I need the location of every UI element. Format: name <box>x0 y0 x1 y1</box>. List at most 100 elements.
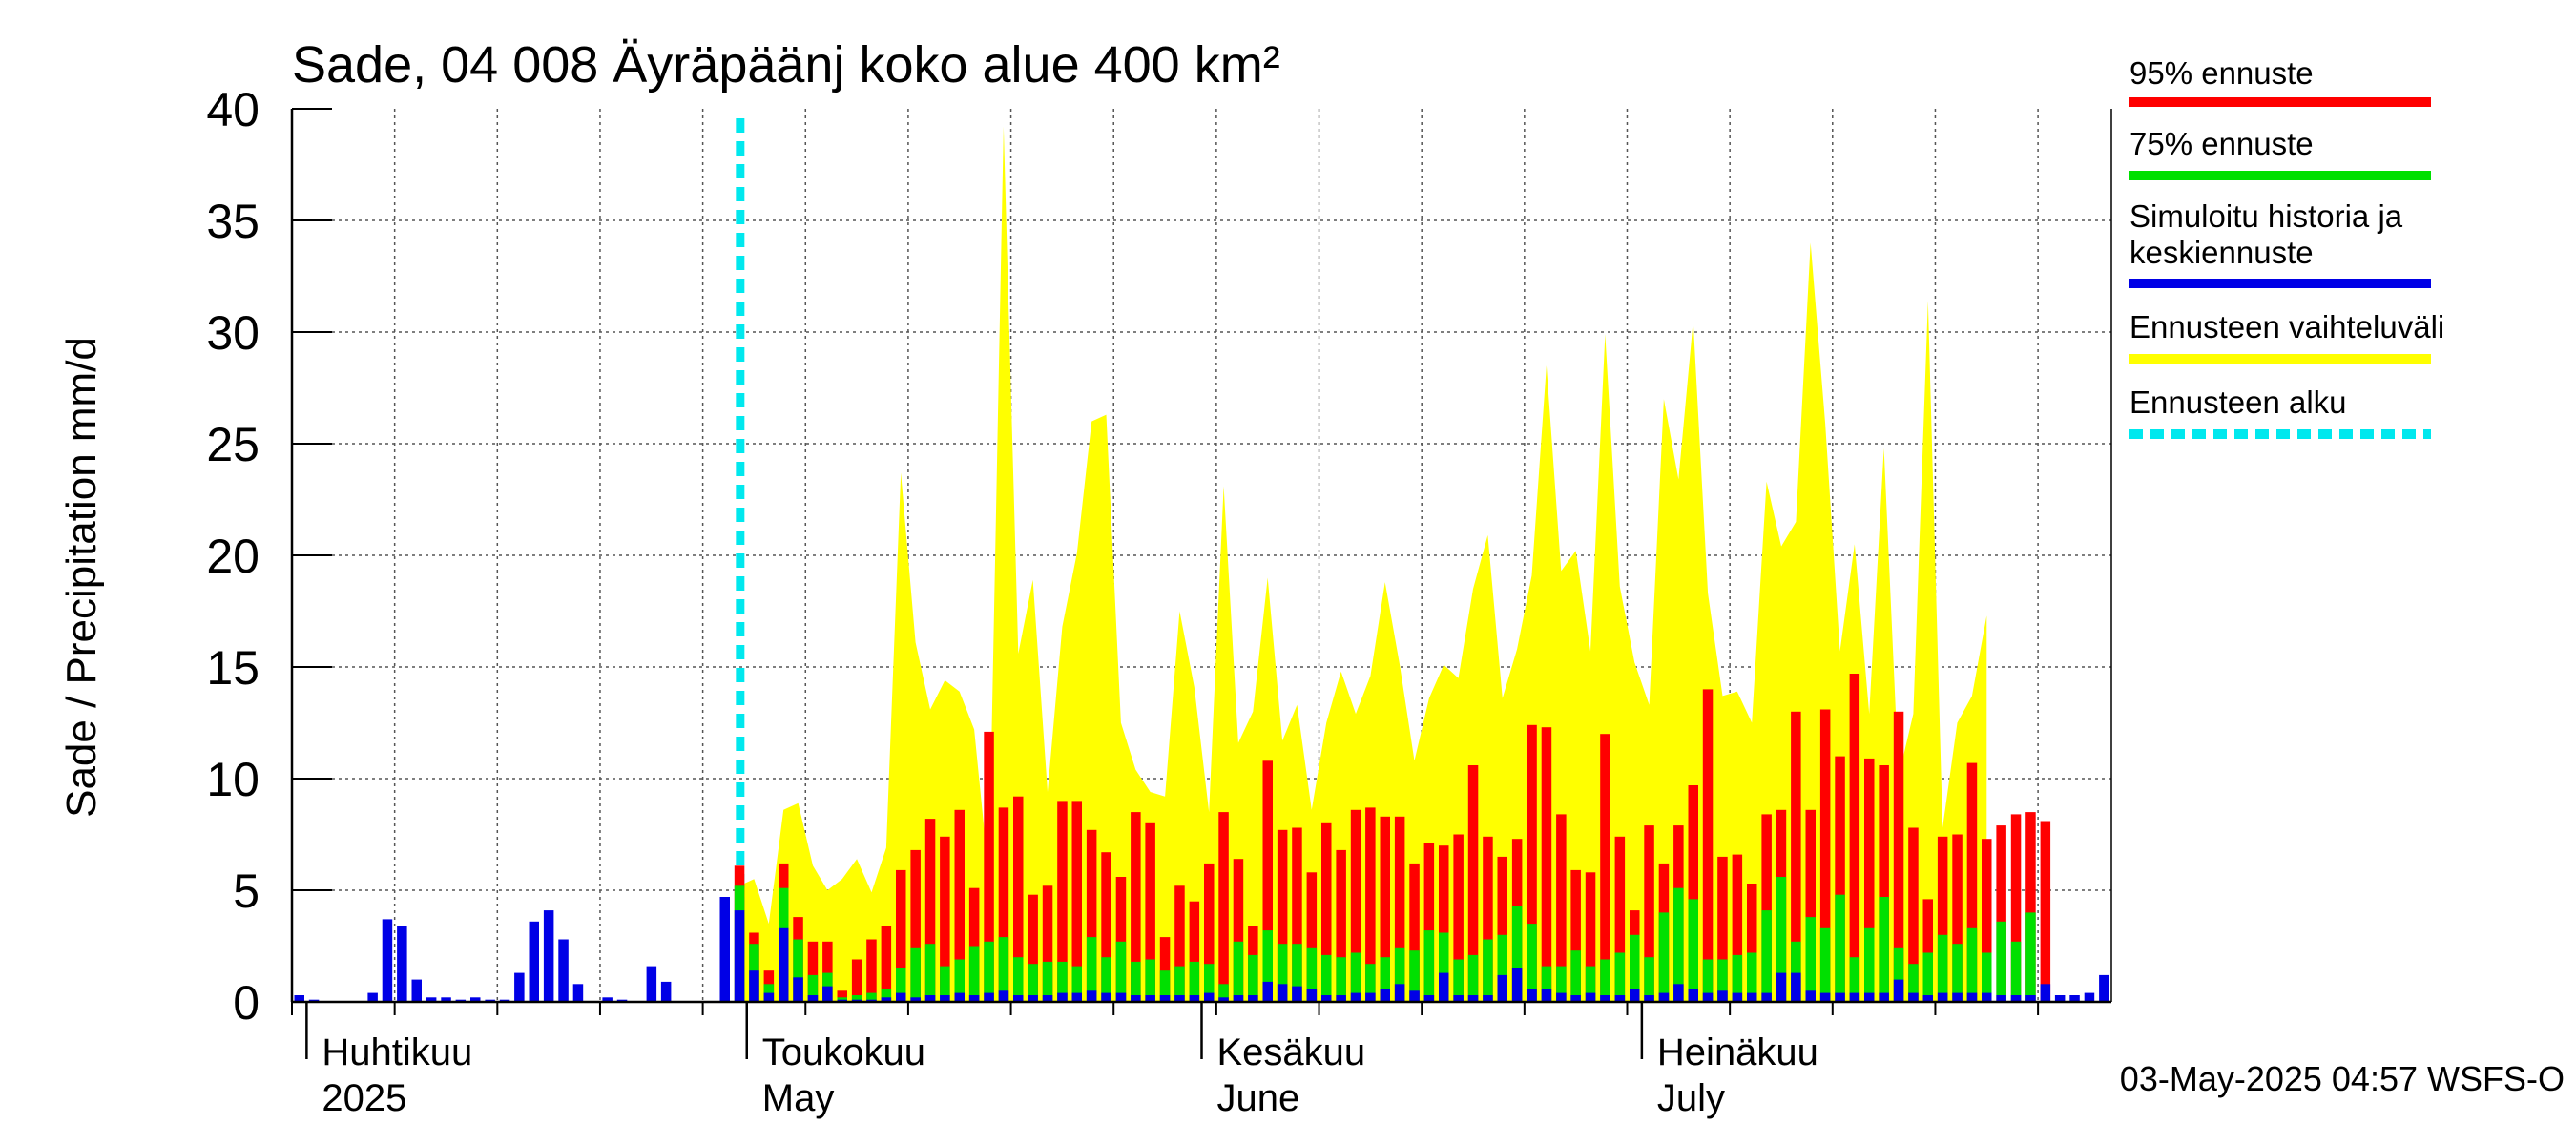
forecast-75-bar <box>1101 957 1111 1002</box>
forecast-95-bar <box>1057 801 1068 1002</box>
forecast-75-bar <box>1747 952 1757 1002</box>
history-bar <box>572 984 584 1002</box>
forecast-mean-bar <box>1394 984 1405 1002</box>
forecast-75-bar <box>1835 894 1845 1002</box>
forecast-95-bar <box>2010 814 2022 1002</box>
forecast-95-bar <box>1791 711 1801 1002</box>
forecast-mean-bar <box>1937 992 1948 1002</box>
forecast-75-bar <box>1966 927 1978 1002</box>
forecast-95-bar <box>1218 812 1229 1002</box>
forecast-75-bar <box>1453 959 1464 1002</box>
forecast-75-bar <box>1791 941 1801 1002</box>
history-bar <box>646 966 657 1002</box>
forecast-75-bar <box>1350 952 1361 1002</box>
y-tick-label: 25 <box>206 418 260 471</box>
forecast-75-bar <box>1717 959 1728 1002</box>
forecast-mean-bar <box>1439 972 1449 1002</box>
x-month-label-fi: Heinäkuu <box>1657 1031 1818 1073</box>
legend-label: Simuloitu historia ja <box>2129 198 2403 234</box>
forecast-95-bar <box>2040 821 2051 1002</box>
forecast-mean-bar <box>1350 992 1361 1002</box>
forecast-mean-bar <box>1292 986 1302 1002</box>
legend-label: 75% ennuste <box>2129 126 2314 161</box>
history-bar <box>397 926 407 1002</box>
forecast-95-bar <box>1849 674 1860 1002</box>
forecast-95-bar <box>1922 899 1933 1002</box>
history-bar <box>367 992 378 1002</box>
forecast-mean-bar <box>1380 989 1390 1002</box>
forecast-mean-bar <box>1321 995 1332 1002</box>
forecast-95-bar <box>1982 839 1992 1002</box>
forecast-mean-bar <box>1365 992 1376 1002</box>
history-bar <box>719 897 730 1002</box>
forecast-75-bar <box>1042 961 1053 1002</box>
forecast-95-bar <box>1467 765 1479 1002</box>
forecast-75-bar <box>793 939 803 1002</box>
forecast-95-bar <box>1761 814 1772 1002</box>
forecast-75-bar <box>954 959 965 1002</box>
forecast-mean-bar <box>1879 992 1889 1002</box>
forecast-95-bar <box>1145 822 1155 1002</box>
forecast-mean-bar <box>1952 992 1963 1002</box>
forecast-95-bar <box>1028 894 1038 1002</box>
forecast-mean-bar <box>1277 984 1288 1002</box>
forecast-mean-bar <box>1600 995 1610 1002</box>
footer-timestamp: 03-May-2025 04:57 WSFS-O <box>2120 1059 2565 1098</box>
forecast-mean-bar <box>2054 995 2066 1002</box>
forecast-mean-bar <box>1013 995 1024 1002</box>
forecast-95-bar <box>924 819 936 1002</box>
forecast-mean-bar <box>1262 981 1273 1002</box>
history-bar <box>382 919 393 1002</box>
x-month-label-fi: Toukokuu <box>762 1031 925 1073</box>
forecast-75-bar <box>2010 941 2022 1002</box>
forecast-mean-bar <box>954 992 965 1002</box>
forecast-75-bar <box>1819 927 1831 1002</box>
forecast-mean-bar <box>1189 995 1200 1002</box>
forecast-75-bar <box>1233 941 1244 1002</box>
forecast-mean-bar <box>1086 990 1097 1002</box>
forecast-mean-bar <box>1115 992 1127 1002</box>
forecast-mean-bar <box>1467 995 1479 1002</box>
forecast-mean-bar <box>910 997 921 1002</box>
forecast-75-bar <box>968 946 980 1002</box>
forecast-mean-bar <box>1497 974 1507 1002</box>
forecast-75-bar <box>1409 950 1420 1002</box>
x-month-label-fi: Huhtikuu <box>322 1031 472 1073</box>
forecast-75-bar <box>1511 906 1523 1002</box>
forecast-75-bar <box>1292 944 1302 1002</box>
forecast-95-bar <box>1805 809 1816 1002</box>
forecast-mean-bar <box>1996 995 2006 1002</box>
forecast-75-bar <box>1600 959 1610 1002</box>
forecast-95-bar <box>1952 834 1963 1002</box>
forecast-75-bar <box>1952 944 1963 1002</box>
forecast-mean-bar <box>822 986 833 1002</box>
forecast-95-bar <box>1101 852 1111 1002</box>
forecast-75-bar <box>837 997 847 1002</box>
forecast-95-bar <box>1644 825 1654 1002</box>
forecast-mean-bar <box>807 995 819 1002</box>
forecast-mean-bar <box>1966 992 1978 1002</box>
forecast-75-bar <box>1996 921 2006 1002</box>
history-bar <box>529 921 539 1002</box>
forecast-75-bar <box>1497 934 1507 1002</box>
y-axis-label: Sade / Precipitation mm/d <box>58 337 105 818</box>
forecast-75-bar <box>1306 947 1318 1002</box>
forecast-mean-bar <box>1819 992 1831 1002</box>
forecast-95-bar <box>998 807 1009 1002</box>
forecast-95-bar <box>1292 827 1302 1002</box>
forecast-mean-bar <box>1453 995 1464 1002</box>
forecast-75-bar <box>1321 954 1332 1002</box>
forecast-mean-bar <box>763 992 775 1002</box>
forecast-95-bar <box>1996 825 2006 1002</box>
forecast-mean-bar <box>1057 992 1068 1002</box>
forecast-95-bar <box>1321 822 1332 1002</box>
forecast-95-bar <box>1702 689 1714 1002</box>
forecast-75-bar <box>1336 957 1346 1002</box>
forecast-mean-bar <box>968 995 980 1002</box>
forecast-75-bar <box>1262 930 1273 1002</box>
forecast-75-bar <box>1673 887 1684 1002</box>
forecast-mean-bar <box>1702 992 1714 1002</box>
forecast-mean-bar <box>2084 992 2095 1002</box>
forecast-95-bar <box>837 990 847 1002</box>
